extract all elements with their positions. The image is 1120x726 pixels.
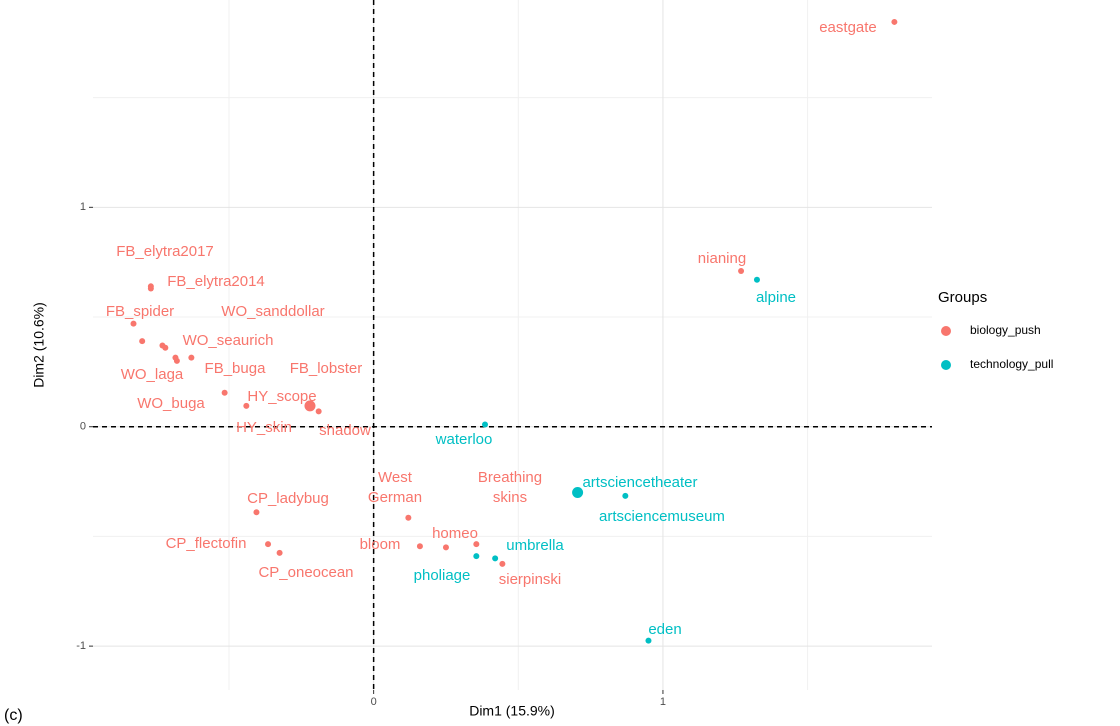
point-label: WO_buga [137,395,205,412]
point [315,408,322,415]
point-label: HY_scope [247,388,316,405]
point-label: HY_skin [236,419,292,436]
legend-label: biology_push [970,323,1041,337]
panel-label: (c) [4,707,23,724]
point [130,320,137,327]
point-label: FB_lobster [290,360,363,377]
point [405,514,412,521]
point [243,402,250,409]
point-label: eastgate [819,19,877,36]
point-label: alpine [756,289,796,306]
legend-label: technology_pull [970,357,1053,371]
point [416,543,423,550]
point [221,389,228,396]
legend-swatch [941,360,951,370]
point-label: eden [648,621,681,638]
point-label: CP_ladybug [247,490,329,507]
point-label: shadow [319,422,371,439]
point [147,283,154,290]
point [499,560,506,567]
y-axis-title: Dim2 (10.6%) [31,302,47,388]
point [473,553,480,560]
centroid [304,400,316,412]
point-label: CP_flectofin [166,535,247,552]
point [162,344,169,351]
point-label: artsciencetheater [582,474,697,491]
point-label: umbrella [506,537,564,554]
centroid [572,487,584,499]
point [473,541,480,548]
y-tick-label: 1 [80,201,86,213]
legend-swatch [941,326,951,336]
point-label: bloom [360,536,401,553]
point-label: pholiage [414,567,471,584]
point [139,338,146,345]
point-label: Breathing skins [478,469,542,506]
legend-title: Groups [938,289,987,306]
point-label: FB_elytra2014 [167,273,265,290]
point [482,421,489,428]
point-label: West German [368,469,422,506]
point [442,544,449,551]
point [188,354,195,361]
point-label: WO_seaurich [183,332,274,349]
point-label: sierpinski [499,571,562,588]
point-label: FB_elytra2017 [116,243,214,260]
point [492,555,499,562]
point-label: WO_laga [121,366,184,383]
point-label: FB_buga [205,360,267,377]
point [738,267,745,274]
point-label: homeo [432,525,478,542]
point-label: nianing [698,250,746,267]
point-label: artsciencemuseum [599,508,725,525]
x-tick-label: 1 [660,696,666,708]
point [891,18,898,25]
point [622,492,629,499]
point-label: WO_sanddollar [221,303,324,320]
point-label: CP_oneocean [258,564,353,581]
x-tick-label: 0 [371,696,377,708]
x-axis-title: Dim1 (15.9%) [469,703,555,719]
point [253,509,260,516]
point [265,541,272,548]
point [753,276,760,283]
point-label: FB_spider [106,303,174,320]
point [173,357,180,364]
y-tick-label: 0 [80,421,86,433]
point [276,549,283,556]
y-tick-label: -1 [76,640,86,652]
point-label: waterloo [435,431,493,448]
point [645,637,652,644]
